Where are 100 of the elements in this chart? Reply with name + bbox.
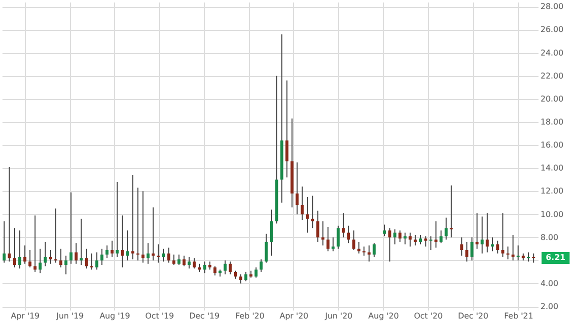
candlestick <box>532 252 536 264</box>
candlestick <box>512 234 515 261</box>
y-tick-label: 20.00 <box>540 94 564 104</box>
candlestick <box>203 261 206 274</box>
candlestick <box>470 236 474 261</box>
annotation: 6.21 <box>546 252 566 262</box>
candlestick <box>465 241 468 262</box>
candlestick <box>419 234 422 245</box>
candlestick <box>23 244 26 264</box>
candlestick <box>342 212 345 238</box>
x-tick-label: Feb '21 <box>504 312 534 320</box>
candlestick <box>372 242 376 258</box>
y-tick-label: 14.00 <box>540 164 564 173</box>
y-tick-label: 2.00 <box>540 302 558 312</box>
y-tick-label: 22.00 <box>540 71 564 80</box>
candlestick <box>414 234 417 246</box>
y-tick-label: 16.00 <box>540 140 564 150</box>
candlestick <box>80 218 83 266</box>
candlestick <box>74 242 78 264</box>
candlestick <box>182 255 186 267</box>
candlestick <box>59 248 62 268</box>
candlestick <box>336 225 340 250</box>
x-tick-label: Aug '19 <box>100 312 130 320</box>
candlestick <box>404 232 407 245</box>
x-tick-label: Dec '19 <box>189 312 220 320</box>
candlestick <box>316 210 320 242</box>
candlestick <box>398 230 402 242</box>
candlestick <box>424 236 428 248</box>
candlestick <box>254 266 258 278</box>
candlestick <box>162 248 166 262</box>
x-tick-label: Oct '19 <box>145 312 174 320</box>
candlestick <box>285 80 288 178</box>
x-tick-label: Jun '20 <box>324 312 352 320</box>
candlestick <box>486 212 489 253</box>
candlestick <box>490 236 494 252</box>
candlestick <box>501 212 504 258</box>
candlestick <box>429 236 432 251</box>
candlestick <box>12 228 16 268</box>
candlestick <box>244 271 248 282</box>
candlestick <box>8 166 11 262</box>
candlestick <box>362 246 366 256</box>
candlestick <box>352 230 356 251</box>
candlestick <box>44 241 47 267</box>
candlestick <box>167 247 170 264</box>
candlestick <box>146 242 150 264</box>
y-tick-label: 26.00 <box>540 25 564 34</box>
candlestick <box>434 220 438 248</box>
candlestick <box>228 261 232 275</box>
candlestick <box>408 232 412 248</box>
x-tick-label: Oct '20 <box>414 312 443 320</box>
x-tick-label: Jun '19 <box>55 312 84 320</box>
x-tick-label: Apr '19 <box>10 312 40 320</box>
candlestick <box>264 233 268 264</box>
candlestick <box>213 266 216 276</box>
y-tick-label: 28.00 <box>540 2 564 12</box>
candlestick <box>105 244 108 259</box>
candlestick <box>177 254 180 266</box>
candlestick <box>450 184 453 238</box>
candlestick <box>172 254 176 266</box>
candlestick <box>126 230 130 261</box>
candlestick <box>393 228 396 245</box>
candlestick <box>460 236 464 256</box>
candlestick <box>34 214 37 272</box>
candlestick <box>383 224 386 237</box>
x-tick-label: Apr '20 <box>280 312 308 320</box>
candlestick <box>480 216 484 254</box>
candlestick <box>54 208 58 264</box>
candlestick <box>332 236 335 252</box>
x-tick-label: Dec '20 <box>458 312 488 320</box>
candlestick <box>296 162 299 215</box>
candlestick <box>95 252 98 270</box>
candlestick <box>300 186 304 221</box>
candlestick <box>444 217 448 240</box>
y-tick-label: 4.00 <box>540 278 558 288</box>
candlestick <box>192 258 196 269</box>
candlestick <box>388 228 392 262</box>
candlestick <box>440 230 443 244</box>
candlestick <box>64 255 68 275</box>
y-tick-label: 8.00 <box>540 232 558 242</box>
candlestick <box>188 256 191 269</box>
candlestick <box>270 209 273 256</box>
candlestick <box>100 248 104 266</box>
candlestick <box>28 250 32 268</box>
candlestick <box>38 248 42 274</box>
y-tick-label: 18.00 <box>540 117 564 126</box>
candlestick <box>70 192 73 264</box>
candlestick <box>120 214 124 268</box>
candlestick <box>2 220 6 264</box>
candlestick <box>224 260 227 275</box>
candlestick <box>110 240 114 258</box>
candlestick <box>116 181 119 258</box>
y-tick-label: 10.00 <box>540 210 564 219</box>
candlestick <box>84 248 88 269</box>
y-tick-label: 12.00 <box>540 186 564 196</box>
candlestick <box>90 252 94 270</box>
candlestick <box>496 240 500 254</box>
candlestick <box>18 230 22 269</box>
y-tick-label: 24.00 <box>540 48 564 58</box>
candlestick <box>326 226 330 252</box>
candlestick <box>152 206 155 261</box>
